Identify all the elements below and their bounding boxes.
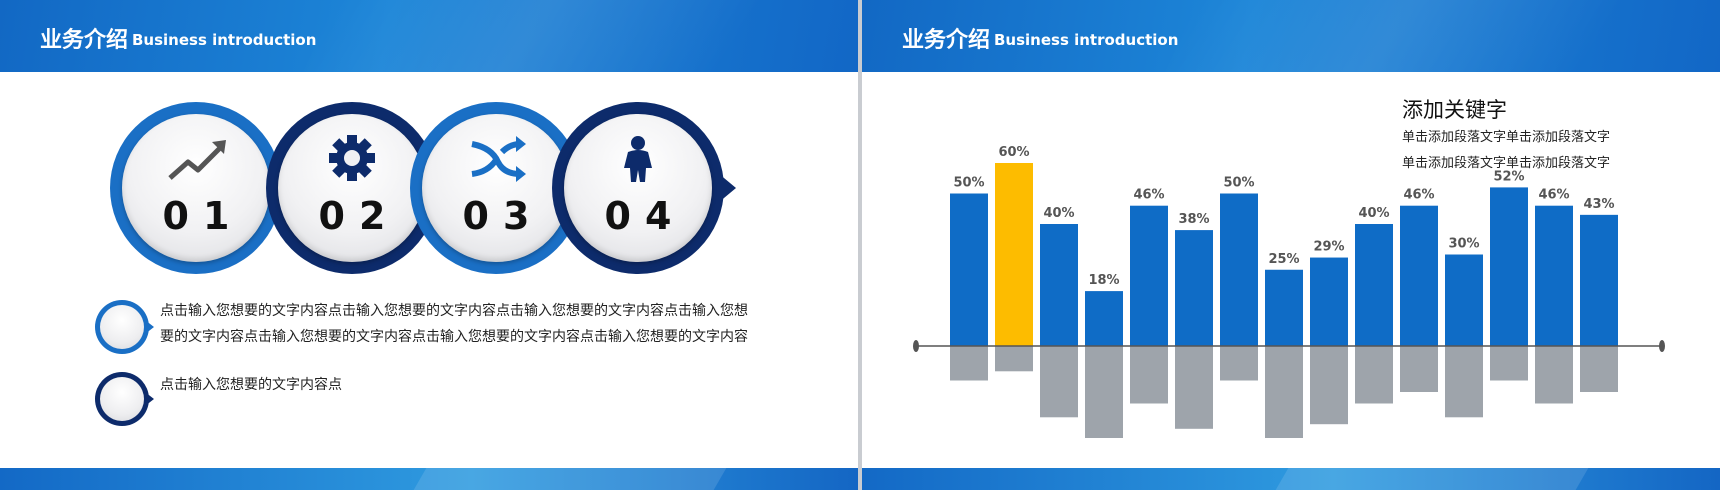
bar-negative bbox=[995, 346, 1033, 372]
footer-bar bbox=[862, 468, 1720, 490]
bar-negative bbox=[1220, 346, 1258, 381]
bar-positive bbox=[1265, 269, 1303, 346]
page-subtitle: Business introduction bbox=[994, 31, 1179, 49]
bar-negative bbox=[1355, 346, 1393, 404]
gear-icon bbox=[329, 135, 375, 181]
header-bar: 业务介绍 Business introduction bbox=[862, 0, 1720, 72]
step-number: 02 bbox=[318, 194, 400, 238]
bar-positive bbox=[1085, 291, 1123, 346]
bullet-marker-1 bbox=[95, 300, 154, 354]
bar-chart: 50% 60% 40% 18% 46% 38% 50% 25% 29% 40% 46% 30% 52% 4… bbox=[913, 145, 1665, 438]
bullet-pointer bbox=[145, 320, 154, 334]
footer-bar bbox=[0, 468, 858, 490]
bar-positive bbox=[1580, 214, 1618, 346]
shuffle-icon bbox=[471, 136, 526, 182]
step-number: 03 bbox=[462, 194, 544, 238]
step-4[interactable]: 04 bbox=[552, 102, 736, 274]
axis-end-dot bbox=[913, 340, 919, 352]
step-pointer bbox=[712, 168, 736, 208]
bar-negative bbox=[1085, 346, 1123, 438]
step-inner: 02 bbox=[278, 114, 426, 262]
data-label: 38% bbox=[1178, 212, 1209, 227]
page-title: 业务介绍 bbox=[40, 28, 129, 53]
bar-positive bbox=[1310, 257, 1348, 346]
bar-positive bbox=[1175, 230, 1213, 346]
bullet-marker-2 bbox=[95, 372, 154, 426]
trend-arrow-icon bbox=[168, 140, 226, 180]
step-inner: 01 bbox=[122, 114, 270, 262]
person-icon bbox=[624, 136, 652, 182]
data-label: 29% bbox=[1313, 240, 1344, 255]
bar-negative bbox=[1310, 346, 1348, 425]
bar-negative bbox=[1445, 346, 1483, 418]
data-label: 46% bbox=[1538, 188, 1569, 203]
bar-negative bbox=[950, 346, 988, 381]
data-label: 43% bbox=[1583, 197, 1614, 212]
bar-negative bbox=[1490, 346, 1528, 381]
step-number: 01 bbox=[162, 194, 244, 238]
bar-positive bbox=[1400, 205, 1438, 346]
bar-negative bbox=[1400, 346, 1438, 392]
data-label: 40% bbox=[1358, 206, 1389, 221]
bar-negative bbox=[1040, 346, 1078, 418]
data-label: 25% bbox=[1268, 252, 1299, 267]
footer-sheen bbox=[413, 468, 727, 490]
data-label: 40% bbox=[1043, 206, 1074, 221]
bar-negative bbox=[1175, 346, 1213, 429]
bar-positive bbox=[1445, 254, 1483, 346]
footer-sheen bbox=[1275, 468, 1589, 490]
bar-negative bbox=[1535, 346, 1573, 404]
slide-right: 业务介绍 Business introduction 50% 60% 40% 18% 4… bbox=[862, 0, 1720, 490]
header-bar: 业务介绍 Business introduction bbox=[0, 0, 858, 72]
data-label: 46% bbox=[1403, 188, 1434, 203]
keyword-line-2[interactable]: 单击添加段落文字单击添加段落文字 bbox=[1402, 156, 1611, 171]
keyword-line-1[interactable]: 单击添加段落文字单击添加段落文字 bbox=[1402, 130, 1611, 145]
header-sheen bbox=[303, 0, 857, 72]
page-subtitle: Business introduction bbox=[132, 31, 317, 49]
data-label: 60% bbox=[998, 145, 1029, 160]
bar-positive bbox=[950, 193, 988, 346]
bar-positive bbox=[995, 163, 1033, 346]
bar-negative bbox=[1265, 346, 1303, 438]
step-1[interactable]: 01 bbox=[110, 102, 294, 274]
item-text-1[interactable]: 点击输入您想要的文字内容点击输入您想要的文字内容点击输入您想要的文字内容点击输入… bbox=[160, 303, 748, 345]
data-label: 52% bbox=[1493, 169, 1524, 184]
data-label: 50% bbox=[953, 176, 984, 191]
data-label: 46% bbox=[1133, 188, 1164, 203]
step-inner: 04 bbox=[564, 114, 712, 262]
step-number: 04 bbox=[604, 194, 686, 238]
page-title: 业务介绍 bbox=[902, 28, 991, 53]
bullet-inner bbox=[100, 377, 144, 421]
bar-positive bbox=[1535, 205, 1573, 346]
keyword-title[interactable]: 添加关键字 bbox=[1402, 98, 1507, 122]
bullet-inner bbox=[100, 305, 144, 349]
bar-positive bbox=[1040, 224, 1078, 346]
bar-positive bbox=[1220, 193, 1258, 346]
bullet-pointer bbox=[145, 392, 154, 406]
bar-negative bbox=[1580, 346, 1618, 392]
bar-positive bbox=[1355, 224, 1393, 346]
bar-positive bbox=[1130, 205, 1168, 346]
step-2[interactable]: 02 bbox=[266, 102, 450, 274]
bar-negative bbox=[1130, 346, 1168, 404]
data-label: 50% bbox=[1223, 176, 1254, 191]
data-label: 18% bbox=[1088, 273, 1119, 288]
step-inner: 03 bbox=[422, 114, 570, 262]
bar-positive bbox=[1490, 187, 1528, 346]
data-label: 30% bbox=[1448, 237, 1479, 252]
slide-left: 业务介绍 Business introduction 01 bbox=[0, 0, 858, 490]
axis-end-dot bbox=[1659, 340, 1665, 352]
item-text-2[interactable]: 点击输入您想要的文字内容点 bbox=[160, 377, 342, 393]
